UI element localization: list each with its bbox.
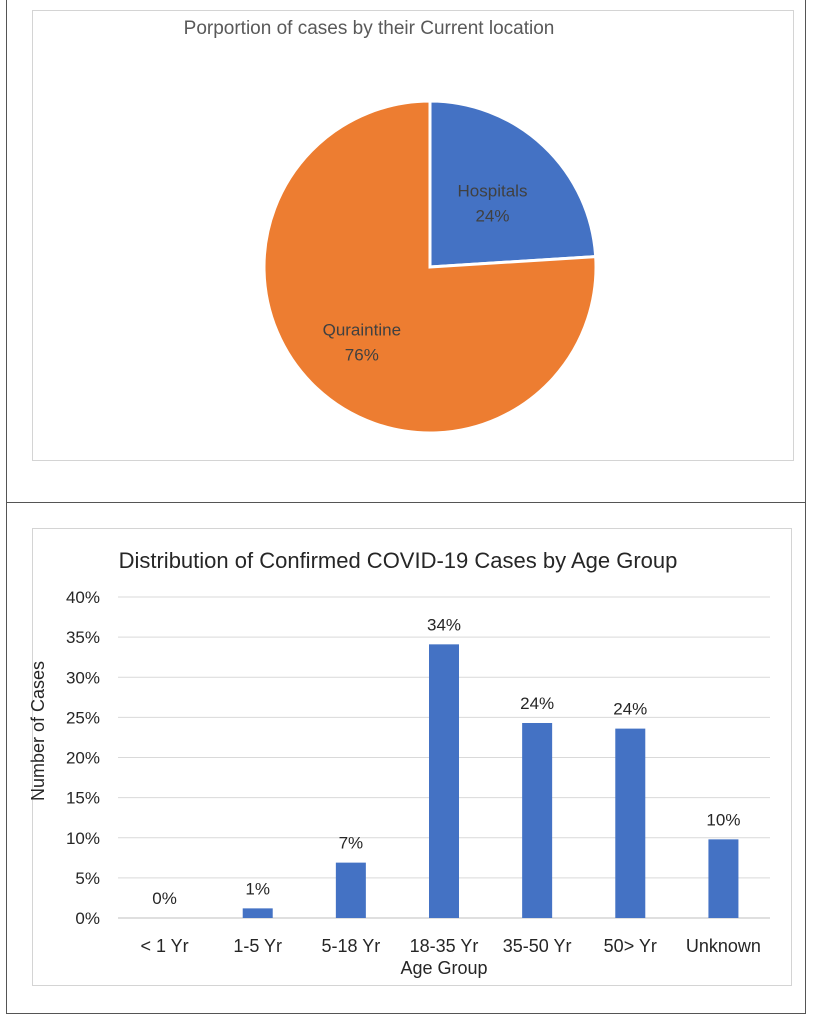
bars [242,644,739,918]
bar-data-label: 24% [520,694,554,713]
y-tick-label: 10% [66,829,100,848]
y-tick-label: 0% [75,909,100,928]
bar-5 [615,728,646,918]
section-divider [6,502,806,503]
bar-1 [242,908,273,918]
pie-label-quraintine: Quraintine [323,321,401,340]
bar-4 [522,722,553,918]
bar-data-label: 34% [427,615,461,634]
pie-slice-hospitals [428,99,598,269]
x-tick-label: Unknown [686,936,761,956]
y-tick-label: 15% [66,789,100,808]
y-tick-label: 5% [75,869,100,888]
bar-data-label: 24% [613,700,647,719]
y-tick-label: 40% [66,588,100,607]
pie-title: Porportion of cases by their Current loc… [184,18,555,39]
y-axis-ticks: 0% 5% 10% 15% 20% 25% 30% 35% 40% [66,588,100,928]
x-tick-label: < 1 Yr [140,936,188,956]
x-tick-label: 50> Yr [604,936,657,956]
x-tick-label: 1-5 Yr [233,936,282,956]
bar-6 [708,839,739,918]
x-tick-label: 18-35 Yr [410,936,479,956]
x-tick-label: 5-18 Yr [322,936,381,956]
pie-slice-quraintine [262,99,598,435]
bar-data-label: 7% [339,834,364,853]
y-axis-label: Number of Cases [28,661,48,801]
bar-data-label: 10% [706,810,740,829]
bar-data-label: 1% [245,879,270,898]
y-tick-label: 30% [66,668,100,687]
bar-2 [335,862,366,918]
outer-frame [6,0,806,1014]
pie-label-hospitals: Hospitals [458,181,528,200]
pie-value-quraintine: 76% [345,346,379,365]
y-tick-label: 35% [66,628,100,647]
bar-3 [429,644,459,918]
y-tick-label: 20% [66,749,100,768]
x-axis-ticks: < 1 Yr 1-5 Yr 5-18 Yr 18-35 Yr 35-50 Yr 50> Y… [140,936,760,956]
pie-value-hospitals: 24% [475,206,509,225]
pie-chart: Hospitals 24% Quraintine 76% [262,99,598,435]
x-tick-label: 35-50 Yr [503,936,572,956]
y-tick-label: 25% [66,708,100,727]
bar-title: Distribution of Confirmed COVID-19 Cases… [119,548,678,573]
bar-data-labels: 0% 1% 7% 34% 24% 24% 10% [152,615,740,908]
bar-data-label: 0% [152,889,177,908]
x-axis-label: Age Group [400,958,487,978]
